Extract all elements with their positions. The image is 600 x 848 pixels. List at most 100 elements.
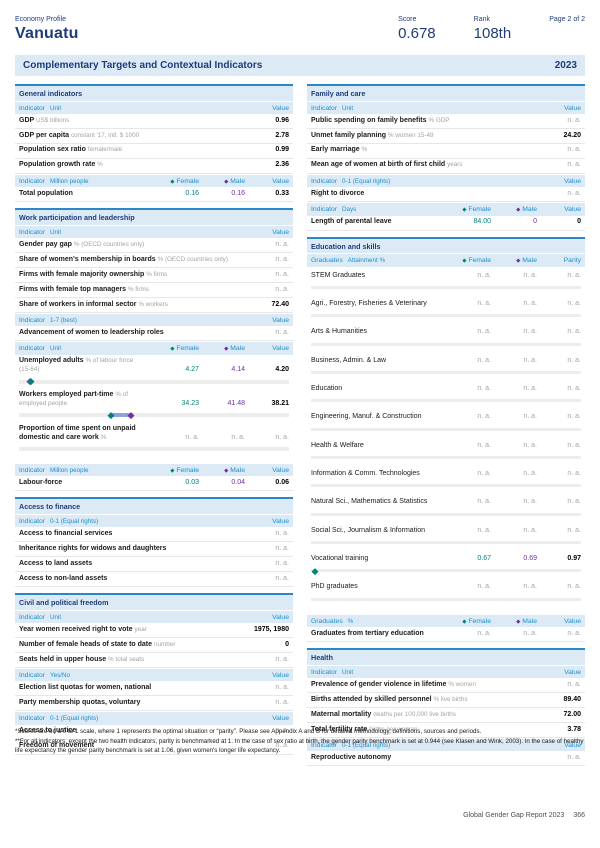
indicator-name: Health & Welfare [311,441,364,449]
indicator-row: Information & Comm. Technologies n. a. n. … [307,465,585,488]
column-header-row: Indicator 0-1 (Equal rights) Value [307,738,585,752]
indicator-row-line: Access to financial services n. a. [15,527,293,543]
column-header-label: Graduates Attainment % [311,257,439,264]
indicator-label: Unemployed adults % of labour force (15-… [19,357,147,375]
value-male: n. a. [523,328,537,336]
indicator-row-line: Freedom of movement n. a. [15,740,293,755]
header-indicator: Indicator [311,104,338,112]
indicator-unit: deaths per 100,000 live births [373,710,456,718]
value-male: 0 [533,218,537,226]
indicator-name: Early marriage [311,146,360,154]
indicator-row: Population sex ratio female/male 0.99 [15,144,293,159]
indicator-name: Maternal mortality [311,710,372,718]
value-female: 34.23 [181,399,199,407]
value-female: n. a. [477,441,491,449]
column-header-row: Indicator Unit Value [307,101,585,114]
indicator-row-line: Party membership quotas, voluntary n. a. [15,696,293,712]
indicator-label: Seats held in upper house % total seats [19,656,245,665]
value-total: n. a. [567,385,581,392]
value-male: 0.69 [523,555,537,563]
indicator-row: GDP per capita constant '17, intl. $ 100… [15,129,293,144]
value-male: n. a. [523,498,537,506]
column-header-label: Indicator Unit [19,229,245,236]
page-title: Complementary Targets and Contextual Ind… [23,60,263,71]
value-bar [311,399,581,403]
section-education-and-skills: Education and skills Graduates Attainment… [307,236,585,643]
value-male: 4.14 [231,366,245,374]
header-indicator: Indicator [311,668,338,676]
indicator-name: Information & Comm. Technologies [311,470,420,478]
value-male: n. a. [523,629,537,637]
indicator-row-line: Reproductive autonomy n. a. [307,751,585,767]
indicator-label: Share of women's membership in boards % … [19,256,245,265]
indicator-label: PhD graduates [311,583,439,592]
header-female-label: Female [176,177,199,185]
value-total: 0 [577,218,581,226]
header-female-column: ◆ Female [439,206,491,213]
footnote-1: *Scores are on a 0 to 1 scale, where 1 r… [15,728,482,735]
indicator-unit: % women [448,680,476,688]
value-total: n. a. [275,574,289,582]
indicator-row-line: Number of female heads of state to date … [15,638,293,653]
indicator-row-line: Population growth rate % 2.36 [15,159,293,174]
indicator-label: GDP per capita constant '17, intl. $ 100… [19,132,245,141]
indicator-row: Freedom of movement n. a. [15,740,293,755]
column-header-label: Indicator Unit [19,105,245,112]
female-diamond-icon: ◆ [170,467,175,474]
male-diamond-icon: ◆ [224,467,229,474]
indicator-name: Advancement of women to leadership roles [19,328,164,336]
column-header-row: Indicator Unit Value [15,101,293,114]
header-female-label: Female [468,206,491,214]
value-total: 38.21 [271,399,289,407]
indicator-name: Number of female heads of state to date [19,640,153,648]
indicator-row-line: GDP per capita constant '17, intl. $ 100… [15,129,293,144]
value-female: 0.16 [185,189,199,197]
indicator-name: Total population [19,189,73,197]
value-total: 0.99 [275,146,289,154]
indicator-label: Public spending on family benefits % GDP [311,117,537,126]
header-metrics: Score 0.678 Rank 108th Page 2 of 2 [398,16,585,42]
value-female: n. a. [477,271,491,279]
column-header-row: Indicator Yes/No Value [15,668,293,682]
indicator-row: Social Sci., Journalism & Information n. … [307,522,585,545]
value-total: n. a. [567,441,581,449]
header-unit: Days [341,206,357,214]
value-total: n. a. [275,285,289,293]
spacer [307,607,585,614]
indicator-label: Total population [19,190,147,199]
indicator-label: Natural Sci., Mathematics & Statistics [311,498,439,507]
indicator-label: Party membership quotas, voluntary [19,699,245,708]
indicator-unit: % firms [146,270,168,278]
value-total: n. a. [567,189,581,197]
indicator-label: Agri., Forestry, Fisheries & Veterinary [311,300,439,309]
header-unit: Unit [341,668,354,676]
indicator-row: Workers employed part-time % of employed… [15,389,293,419]
value-total: n. a. [567,413,581,421]
value-total: n. a. [275,270,289,278]
indicator-label: Length of parental leave [311,218,439,227]
value-female: 0.03 [185,478,199,486]
economy-profile-label: Economy Profile [15,16,66,23]
indicator-unit: % total seats [108,655,145,663]
indicator-name: Births attended by skilled personnel [311,695,432,703]
header-female-label: Female [468,257,491,265]
indicator-unit: % of employed people [19,391,128,407]
header-female-column: ◆ Female [147,467,199,474]
value-female: 0.67 [477,555,491,563]
indicator-label: Total fertility rate births per woman [311,726,537,735]
range-connector [111,413,131,418]
value-total: 0.33 [275,189,289,197]
indicator-row: Public spending on family benefits % GDP… [307,114,585,129]
indicator-row: Access to financial services n. a. [15,527,293,543]
indicator-row: Births attended by skilled personnel % l… [307,693,585,709]
indicator-label: Gender pay gap % (OECD countries only) [19,241,245,250]
value-total: n. a. [275,328,289,336]
header-unit: Million people [49,466,89,474]
value-total: n. a. [275,433,289,441]
value-total: n. a. [567,470,581,478]
value-male: n. a. [523,441,537,449]
column-header-label: Indicator 1-7 (best) [19,317,245,324]
value-total: n. a. [275,529,289,537]
indicator-name: Gender pay gap [19,240,72,248]
header-value: Value [564,741,581,749]
